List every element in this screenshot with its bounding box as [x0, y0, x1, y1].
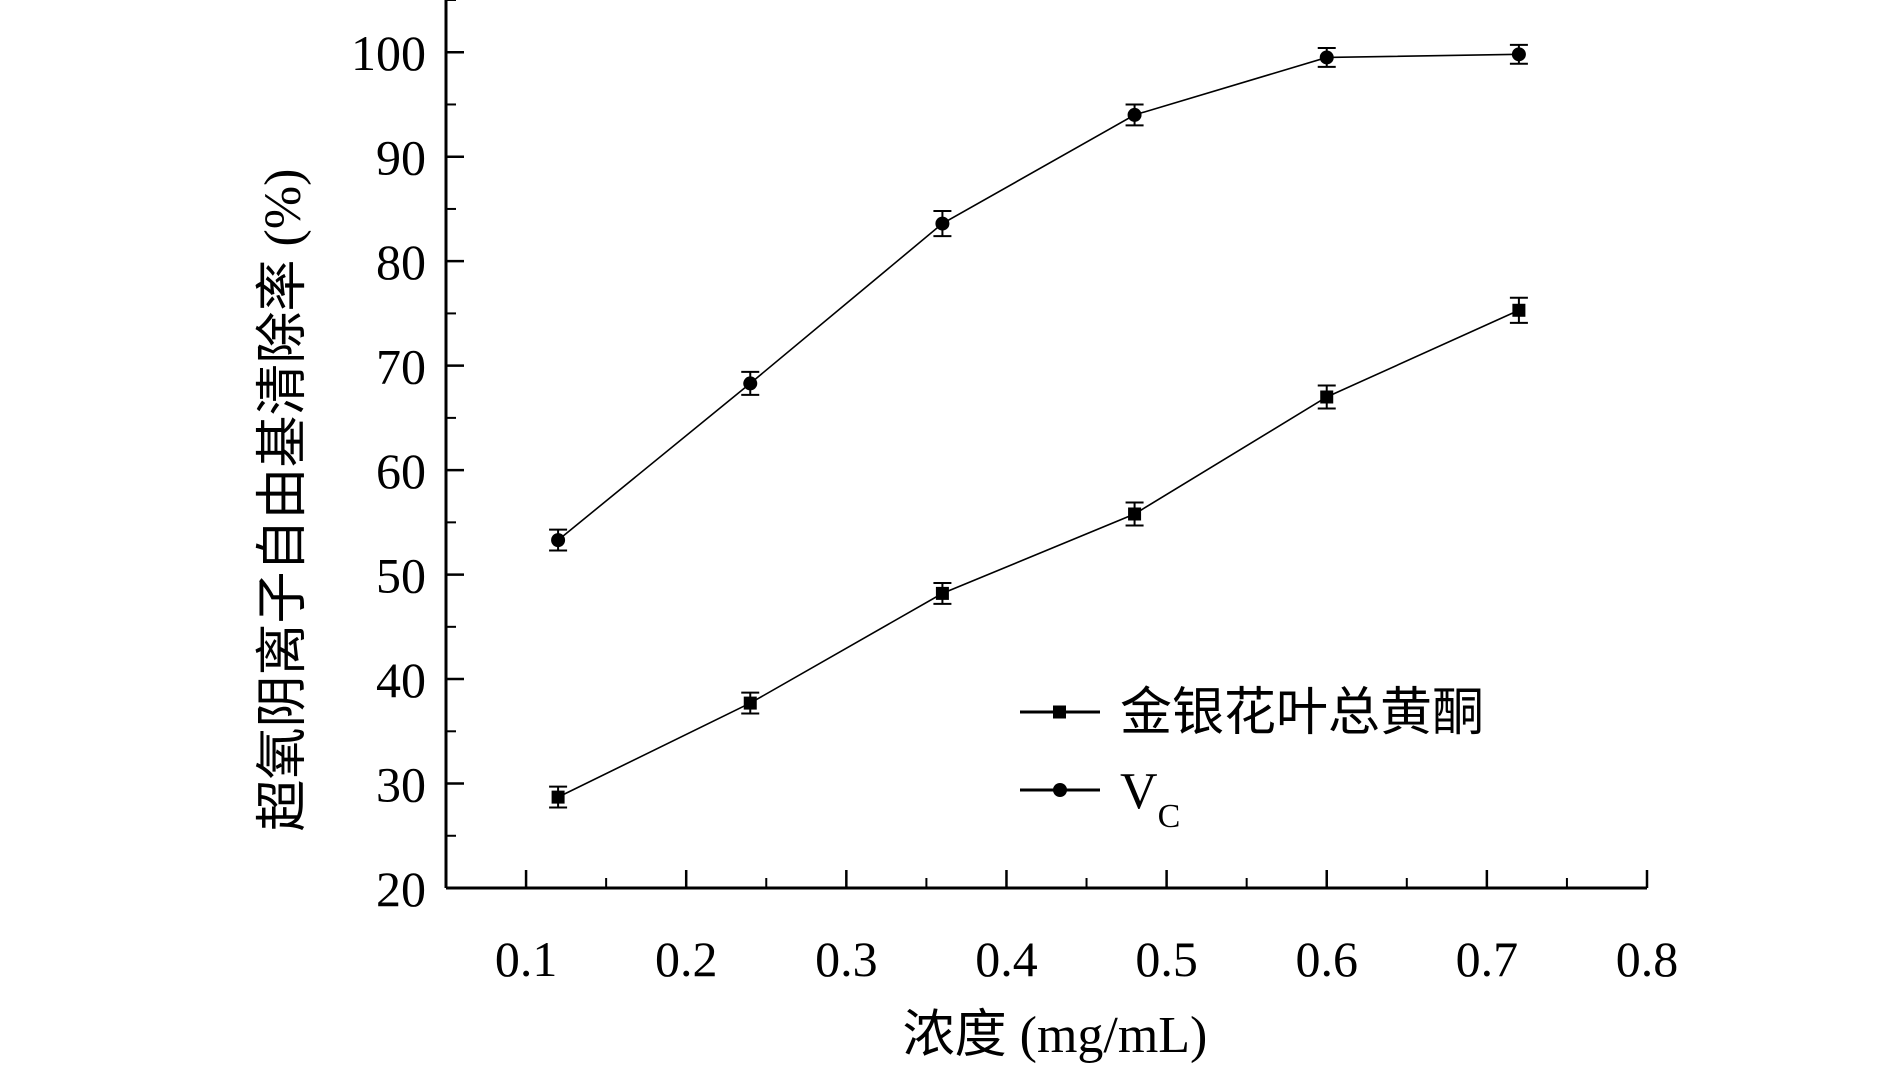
data-point — [551, 790, 565, 804]
y-tick-label: 80 — [376, 234, 426, 290]
y-tick-label: 40 — [376, 652, 426, 708]
series-layer — [549, 43, 1528, 809]
data-point — [1319, 50, 1334, 65]
data-point — [935, 216, 950, 231]
y-tick-label: 90 — [376, 130, 426, 186]
legend: 金银花叶总黄酮 VC — [1020, 685, 1484, 835]
x-tick-label: 0.1 — [495, 931, 558, 987]
y-tick-label: 50 — [376, 548, 426, 604]
data-point — [551, 533, 566, 548]
y-tick-label: 60 — [376, 443, 426, 499]
legend-item-1: 金银花叶总黄酮 — [1020, 685, 1484, 742]
legend-marker — [1053, 705, 1066, 719]
legend-marker — [1053, 783, 1067, 797]
data-point — [1512, 303, 1526, 317]
legend-item-2: VC — [1020, 763, 1180, 835]
y-axis-title: 超氧阴离子自由基清除率 (%) — [255, 169, 312, 832]
x-axis-title: 浓度 (mg/mL) — [903, 1007, 1208, 1064]
y-tick-label: 70 — [376, 339, 426, 395]
series-1 — [549, 296, 1528, 809]
legend-label: 金银花叶总黄酮 — [1120, 685, 1484, 742]
x-tick-label: 0.5 — [1135, 931, 1198, 987]
y-tick-label: 100 — [351, 25, 426, 81]
data-point — [743, 376, 758, 391]
series-line — [557, 53, 1519, 541]
data-point — [1127, 107, 1142, 122]
axes: 0.1 0.2 0.3 0.4 0.5 0.6 0.7 0.8 20 30 40 50 60 70 80 90… — [351, 0, 1678, 987]
data-point — [1128, 507, 1142, 521]
data-point — [935, 586, 949, 600]
series-2 — [549, 43, 1528, 552]
x-tick-label: 0.8 — [1616, 931, 1679, 987]
x-tick-label: 0.7 — [1456, 931, 1519, 987]
legend-label-subscript: C — [1158, 798, 1181, 835]
y-tick-label: 30 — [376, 757, 426, 813]
data-point — [743, 696, 757, 710]
y-tick-label: 20 — [376, 861, 426, 917]
legend-label: VC — [1120, 763, 1180, 835]
series-line — [557, 309, 1520, 798]
x-tick-label: 0.3 — [815, 931, 878, 987]
data-point — [1320, 390, 1334, 404]
x-tick-label: 0.2 — [655, 931, 718, 987]
x-tick-label: 0.6 — [1295, 931, 1358, 987]
data-point — [1511, 47, 1526, 62]
x-tick-label: 0.4 — [975, 931, 1038, 987]
